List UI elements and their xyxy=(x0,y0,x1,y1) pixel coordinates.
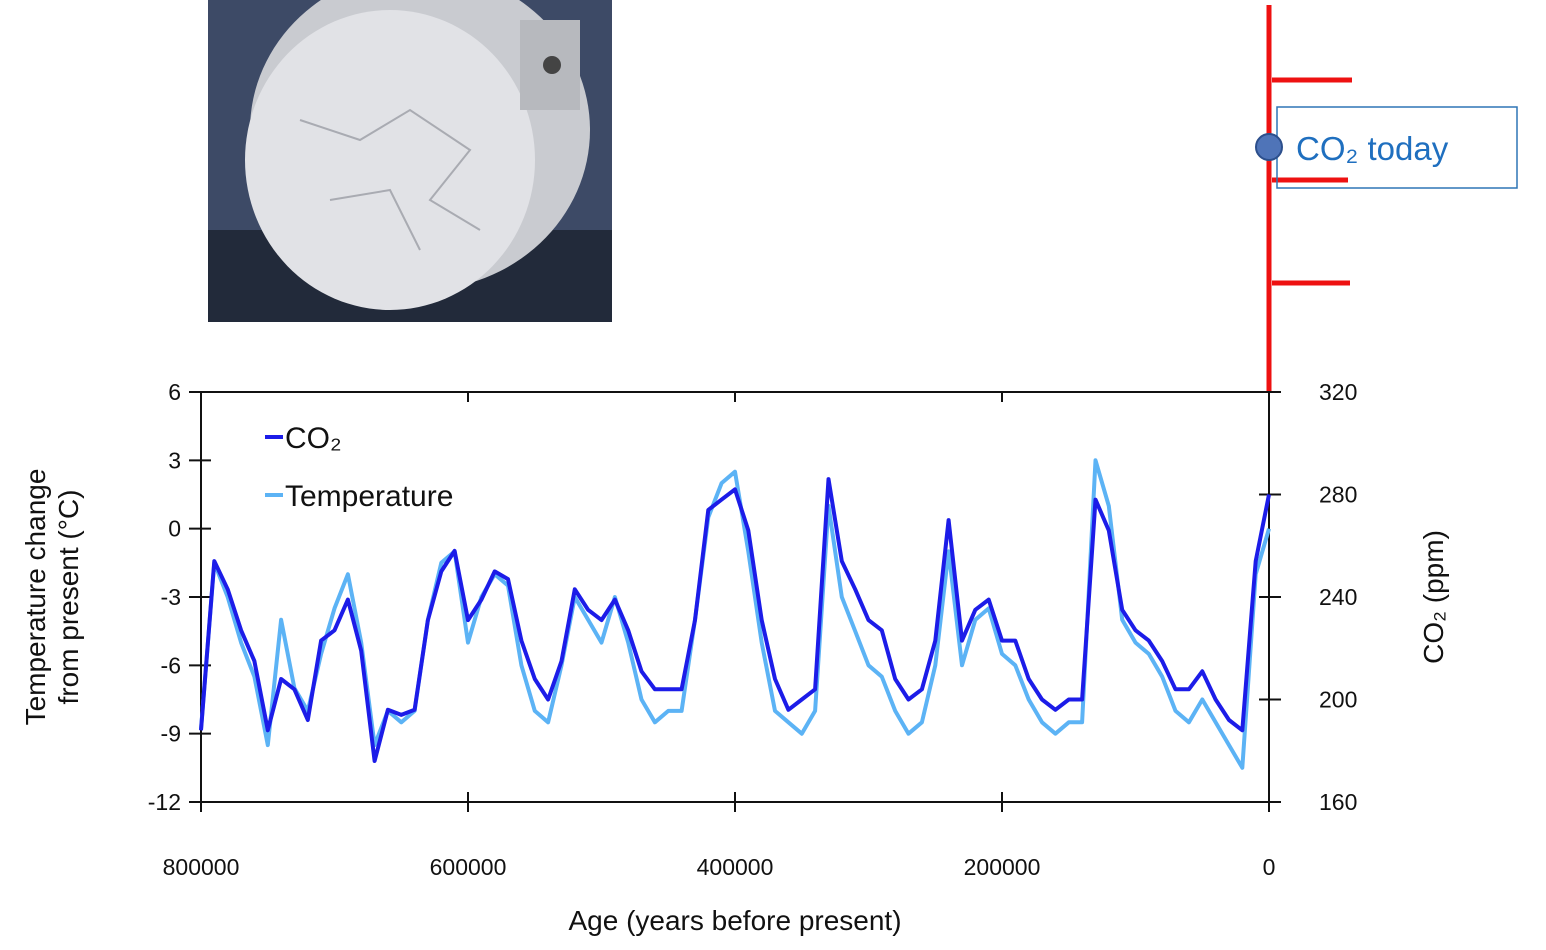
x-tick-label: 400000 xyxy=(697,854,774,880)
x-tick-label: 800000 xyxy=(163,854,240,880)
y-tick-label: -3 xyxy=(161,584,181,610)
co2-extension xyxy=(1266,5,1352,392)
y-tick-label: 0 xyxy=(168,516,181,542)
y-tick-label: 3 xyxy=(168,447,181,473)
series-line xyxy=(199,477,1271,763)
legend-label: CO₂ xyxy=(285,422,342,455)
y2-axis-label: CO₂ (ppm) xyxy=(1418,530,1449,664)
legend-label: Temperature xyxy=(285,480,453,513)
plot-frame xyxy=(200,391,1270,803)
x-tick-label: 200000 xyxy=(964,854,1041,880)
x-tick-label: 0 xyxy=(1263,854,1276,880)
y2-tick-label: 200 xyxy=(1319,687,1357,713)
y2-tick-label: 280 xyxy=(1319,482,1357,508)
ice-core-photo xyxy=(208,0,612,322)
callout-text: CO₂ today xyxy=(1296,130,1449,167)
y2-tick-label: 240 xyxy=(1319,584,1357,610)
y-axis-label: from present (°C) xyxy=(53,489,84,704)
x-tick-label: 600000 xyxy=(430,854,507,880)
y-tick-label: -6 xyxy=(161,652,181,678)
y-tick-label: -12 xyxy=(148,789,181,815)
y-tick-label: -9 xyxy=(161,721,181,747)
x-axis-label: Age (years before present) xyxy=(568,905,901,936)
y-axis-label: Temperature change xyxy=(20,469,51,726)
y2-tick-label: 160 xyxy=(1319,789,1357,815)
y-tick-label: 6 xyxy=(168,379,181,405)
co2-today-dot xyxy=(1255,133,1283,161)
y2-tick-label: 320 xyxy=(1319,379,1357,405)
